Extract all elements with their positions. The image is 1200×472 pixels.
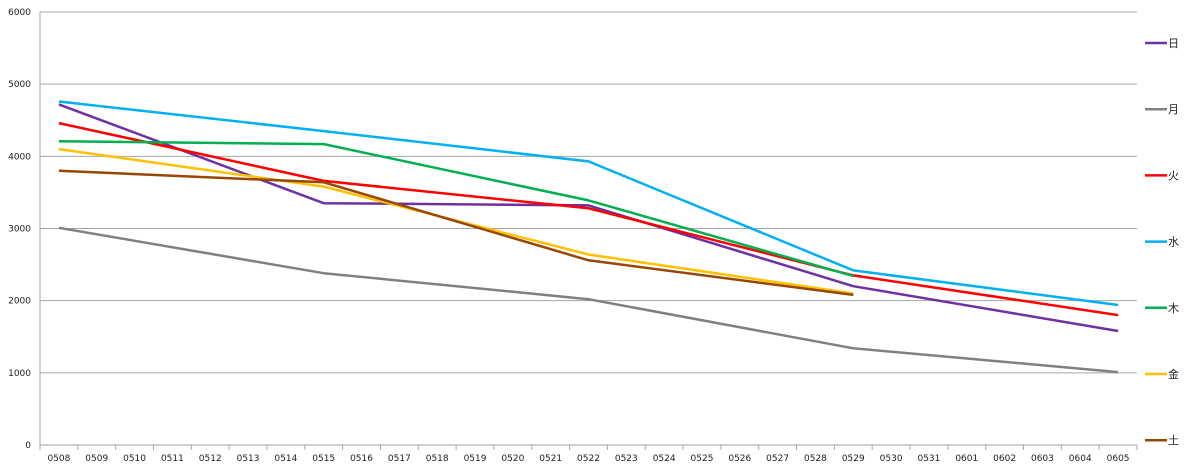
grid-lines — [40, 11, 1137, 446]
x-tick-label: 0530 — [880, 454, 903, 464]
series-line-2 — [58, 226, 1119, 374]
x-tick-label: 0524 — [653, 454, 676, 464]
series-line-4 — [58, 100, 1119, 307]
x-tick-label: 0510 — [123, 454, 146, 464]
y-tick-label: 1000 — [8, 369, 31, 379]
series-line-7 — [58, 169, 854, 297]
y-tick-label: 4000 — [8, 152, 31, 162]
x-tick-label: 0509 — [85, 454, 108, 464]
series-lines — [58, 100, 1119, 374]
x-tick-label: 0511 — [161, 454, 184, 464]
x-tick-labels: 0508 0509 0510 0511 0512 0513 0514 0515 0516 0517… — [47, 454, 1129, 464]
legend-label: 日 — [1168, 37, 1179, 50]
x-tick-label: 0531 — [917, 454, 940, 464]
axes — [39, 12, 1138, 450]
y-tick-label: 6000 — [8, 8, 31, 18]
legend-label: 木 — [1168, 302, 1179, 315]
x-tick-label: 0605 — [1107, 454, 1130, 464]
x-tick-label: 0512 — [199, 454, 222, 464]
x-tick-label: 0516 — [350, 454, 373, 464]
y-tick-labels: 0 1000 2000 3000 4000 5000 6000 — [8, 8, 31, 451]
series-line-1 — [58, 103, 1119, 333]
legend-label: 金 — [1168, 367, 1179, 381]
x-tick-label: 0513 — [237, 454, 260, 464]
x-tick-label: 0519 — [464, 454, 487, 464]
legend-label: 水 — [1168, 236, 1179, 249]
x-tick-label: 0529 — [842, 454, 865, 464]
x-tick-label: 0604 — [1069, 454, 1092, 464]
y-tick-label: 5000 — [8, 80, 31, 90]
x-tick-label: 0521 — [539, 454, 562, 464]
x-tick-label: 0515 — [312, 454, 335, 464]
x-tick-label: 0602 — [993, 454, 1016, 464]
legend-label: 月 — [1168, 103, 1179, 116]
x-tick-label: 0601 — [955, 454, 978, 464]
series-line-3 — [58, 121, 1119, 317]
y-tick-label: 3000 — [8, 225, 31, 235]
x-tick-label: 0520 — [501, 454, 524, 464]
legend-entry: 月 — [1145, 103, 1179, 116]
x-tick-label: 0528 — [804, 454, 827, 464]
x-tick-label: 0508 — [47, 454, 70, 464]
x-tick-label: 0518 — [426, 454, 449, 464]
series-line-5 — [58, 139, 854, 278]
x-tick-label: 0517 — [388, 454, 411, 464]
y-tick-label: 2000 — [8, 297, 31, 307]
legend-entry: 金 — [1145, 367, 1179, 381]
x-tick-label: 0522 — [577, 454, 600, 464]
legend-label: 土 — [1168, 434, 1179, 447]
y-tick-label: 0 — [25, 441, 31, 451]
x-tick-label: 0514 — [274, 454, 297, 464]
legend-label: 火 — [1168, 169, 1179, 182]
x-tick-label: 0523 — [615, 454, 638, 464]
legend-entry: 日 — [1145, 37, 1179, 50]
legend-entry: 土 — [1145, 434, 1179, 447]
x-tick-label: 0603 — [1031, 454, 1054, 464]
legend-entry: 水 — [1145, 236, 1179, 249]
legend-entry: 木 — [1145, 302, 1179, 315]
x-tick-label: 0525 — [691, 454, 714, 464]
x-tick-label: 0526 — [728, 454, 751, 464]
x-tick-label: 0527 — [766, 454, 789, 464]
legend-entry: 火 — [1145, 169, 1179, 182]
